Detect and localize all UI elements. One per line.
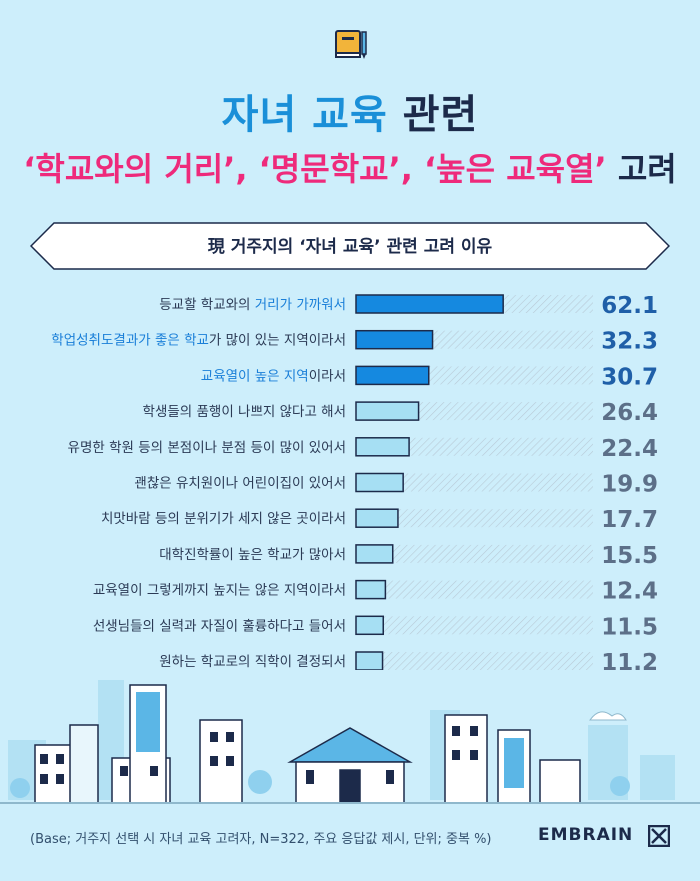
title-rest: 관련 bbox=[402, 92, 479, 138]
value-label: 19.9 bbox=[601, 472, 658, 498]
bar bbox=[355, 651, 384, 670]
category-label: 선생님들의 실력과 자질이 훌륭하다고 들어서 bbox=[93, 618, 346, 634]
page-subtitle: ‘학교와의 거리’, ‘명문학교’, ‘높은 교육열’ 고려 bbox=[0, 144, 700, 190]
embrain-logo-icon bbox=[648, 825, 670, 847]
value-label: 62.1 bbox=[601, 293, 658, 319]
value-label: 15.5 bbox=[601, 543, 658, 569]
bar-track bbox=[356, 544, 593, 563]
bar-track bbox=[356, 580, 593, 599]
category-label: 학생들의 품행이 나쁘지 않다고 해서 bbox=[143, 404, 346, 420]
bar-track bbox=[356, 509, 593, 528]
bar bbox=[355, 615, 385, 636]
city-skyline-illustration bbox=[0, 680, 700, 804]
subtitle-highlight: ‘학교와의 거리’, ‘명문학교’, ‘높은 교육열’ bbox=[23, 150, 607, 188]
value-label: 32.3 bbox=[601, 329, 658, 355]
bar bbox=[355, 544, 394, 564]
value-label: 17.7 bbox=[601, 507, 658, 533]
bar-track bbox=[356, 616, 593, 635]
bar-track bbox=[356, 437, 593, 456]
bar bbox=[355, 579, 387, 600]
bar bbox=[355, 401, 420, 421]
value-label: 11.2 bbox=[601, 650, 658, 670]
category-label: 등교할 학교와의 거리가 가까워서 bbox=[159, 297, 346, 313]
brand-logo-text: EMBRAIN bbox=[538, 825, 634, 845]
chart-title-banner bbox=[30, 222, 670, 270]
bar-track bbox=[356, 652, 593, 670]
bar bbox=[355, 365, 430, 386]
title-highlight: 자녀 교육 bbox=[221, 92, 388, 138]
category-label: 치맛바람 등의 분위기가 세지 않은 곳이라서 bbox=[101, 511, 346, 527]
category-label: 교육열이 높은 지역이라서 bbox=[201, 368, 346, 384]
subtitle-rest: 고려 bbox=[617, 150, 677, 188]
value-label: 30.7 bbox=[601, 364, 658, 390]
category-label: 원하는 학교로의 직학이 결정되서 bbox=[159, 654, 346, 670]
footnote: (Base; 거주지 선택 시 자녀 교육 고려자, N=322, 주요 응답값… bbox=[30, 832, 492, 847]
category-label: 유명한 학원 등의 본점이나 분점 등이 많이 있어서 bbox=[68, 440, 346, 456]
bar bbox=[355, 437, 410, 457]
category-label: 학업성취도결과가 좋은 학교가 많이 있는 지역이라서 bbox=[51, 333, 346, 349]
chart-title: 現 거주지의 ‘자녀 교육’ 관련 고려 이유 bbox=[207, 237, 493, 257]
category-label: 교육열이 그렇게까지 높지는 않은 지역이라서 bbox=[93, 583, 346, 599]
value-label: 26.4 bbox=[601, 400, 658, 426]
bar-chart: 등교할 학교와의 거리가 가까워서 62.1 학업성취도결과가 좋은 학교가 많이 … bbox=[51, 293, 658, 670]
value-label: 22.4 bbox=[601, 436, 658, 462]
bar bbox=[355, 508, 399, 528]
category-label: 대학진학률이 높은 학교가 많아서 bbox=[159, 547, 346, 563]
category-label: 괜찮은 유치원이나 어린이집이 있어서 bbox=[134, 476, 346, 492]
bar bbox=[355, 329, 434, 350]
bar-track bbox=[356, 473, 593, 492]
value-label: 11.5 bbox=[601, 614, 658, 640]
bar bbox=[355, 472, 404, 493]
value-label: 12.4 bbox=[601, 579, 658, 605]
bar bbox=[355, 294, 504, 314]
book-icon bbox=[335, 30, 367, 59]
page-title: 자녀 교육 관련 bbox=[0, 82, 700, 140]
